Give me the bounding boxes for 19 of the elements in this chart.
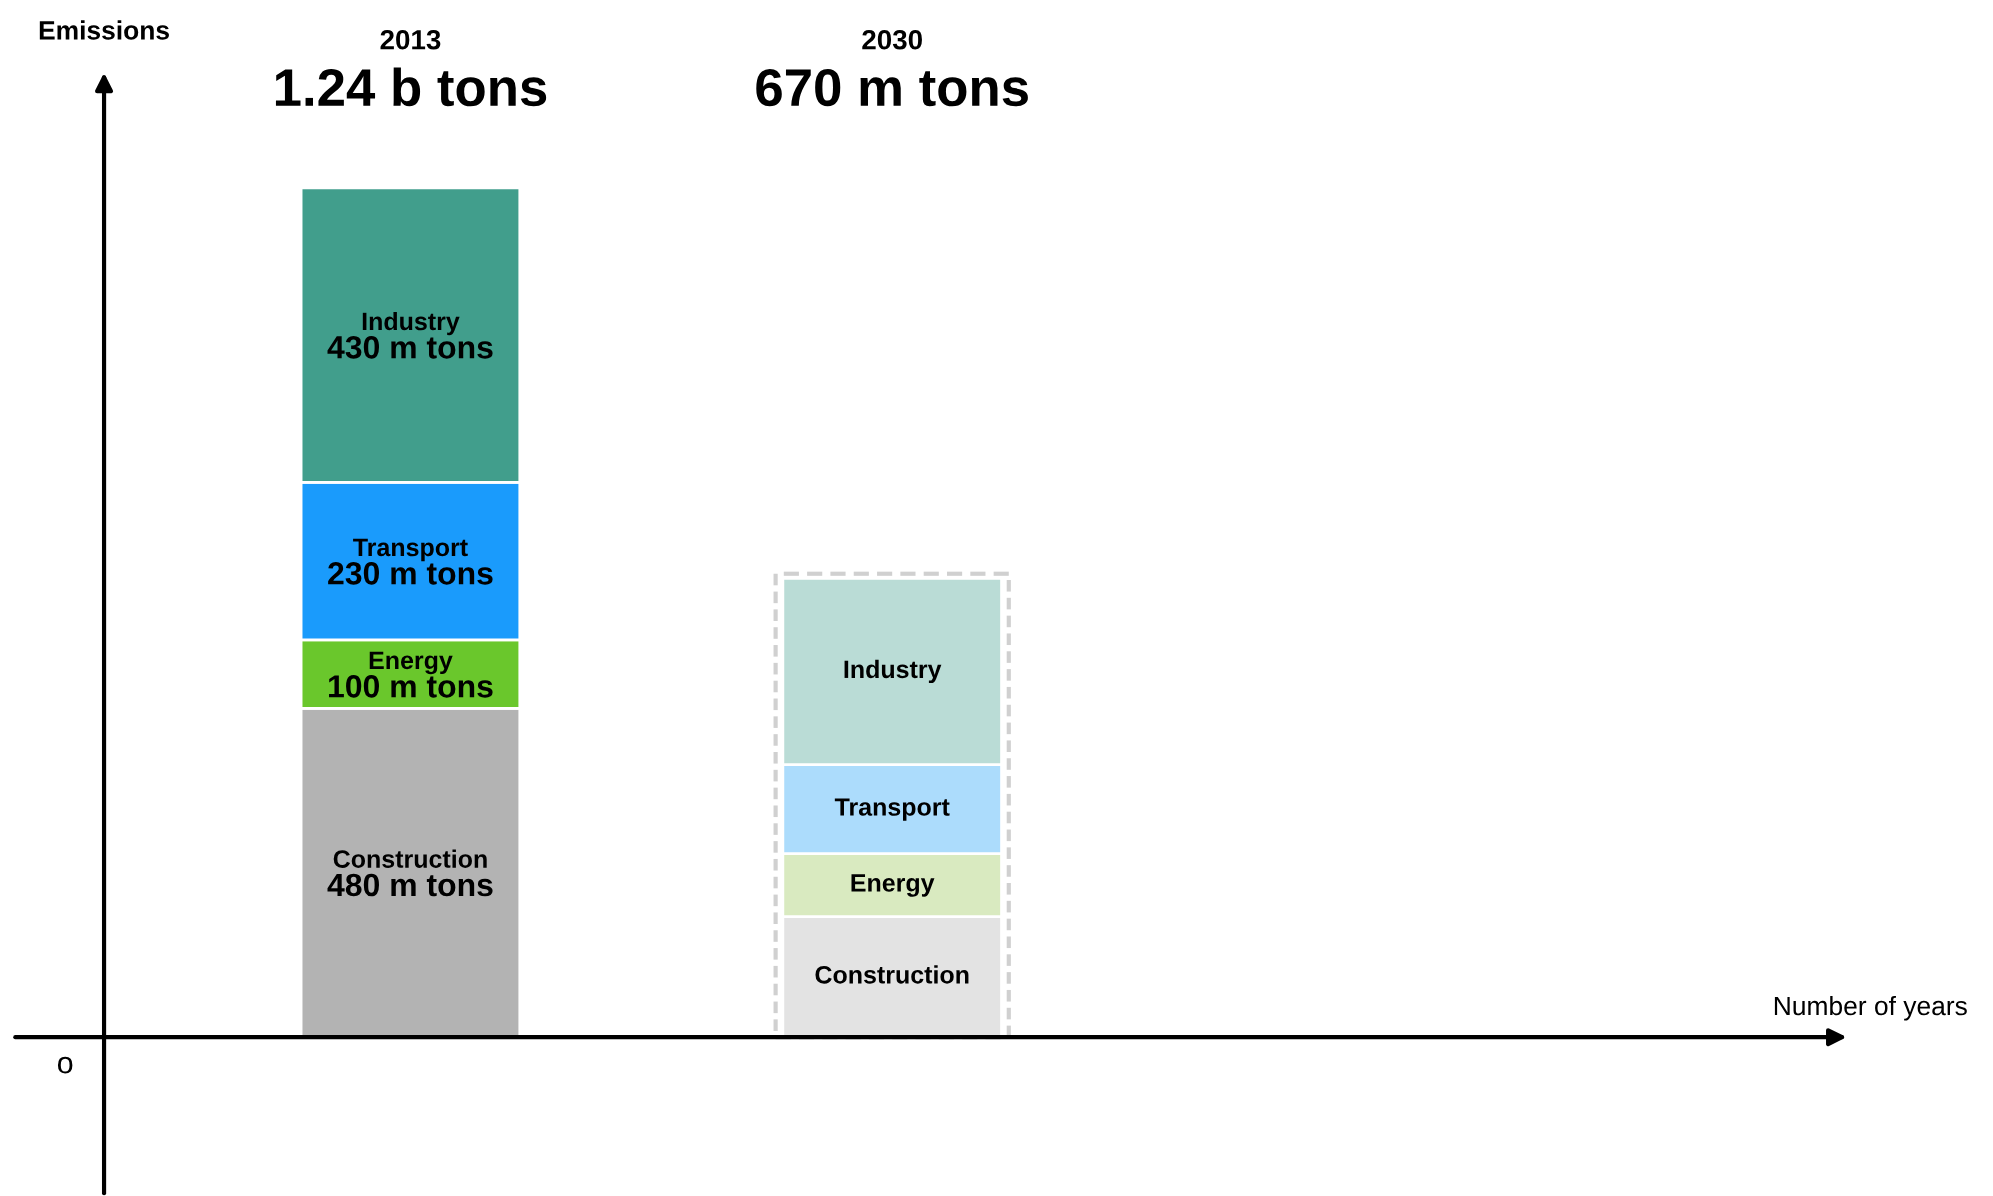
y-axis-title: Emissions (39, 20, 169, 40)
data-label: 480 m tons (327, 873, 493, 897)
x-tick-label: 2013 (380, 29, 441, 50)
data-label: 230 m tons (328, 562, 493, 585)
series-label: Construction (333, 849, 487, 868)
text: Energy (851, 874, 935, 897)
text: Industry (844, 659, 942, 684)
text: Transport (353, 538, 468, 562)
data-label: 100 m tons (329, 675, 493, 698)
text: 1.24 b tons (275, 67, 547, 107)
series-label: Energy (369, 651, 453, 675)
text: Construction (815, 965, 969, 984)
data-label: 430 m tons (327, 336, 493, 359)
x-tick-label: 2030 (862, 29, 922, 50)
text: 670 m tons (756, 68, 1028, 107)
text: o (57, 1056, 73, 1074)
series-label: Industry (362, 311, 460, 336)
series-label: Transport (834, 798, 950, 821)
text: Number of years (1774, 995, 1967, 1021)
